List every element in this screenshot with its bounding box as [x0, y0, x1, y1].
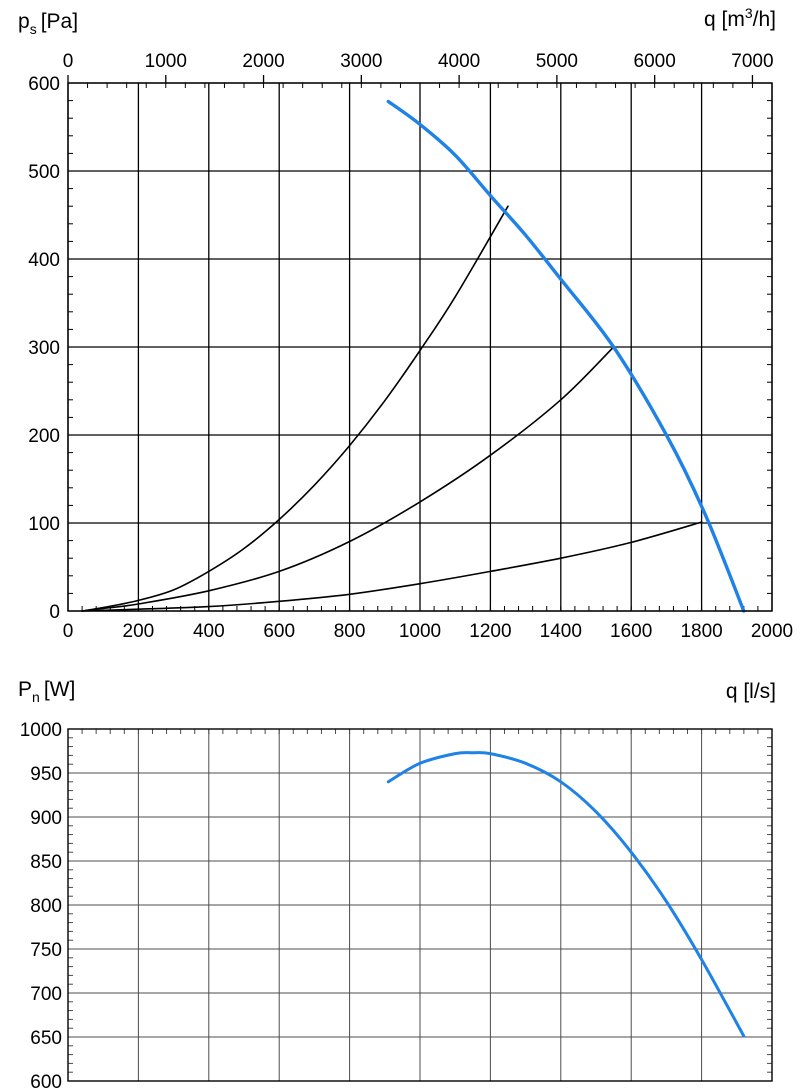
y-tick-label: 200	[28, 426, 60, 447]
power-input-lines	[386, 751, 746, 1038]
power-axis-title: Pn [W]	[18, 678, 75, 705]
y-tick-label: 950	[30, 764, 62, 785]
flow-ls-axis-title: q [l/s]	[726, 680, 776, 703]
y-tick-label: 100	[28, 514, 60, 535]
power-tick-labels: 600 650 700 750 800 850 900 950 1000	[20, 720, 62, 1091]
y-tick-label: 600	[28, 74, 60, 95]
x-tick-label: 1600	[610, 621, 652, 642]
y-tick-label: 650	[30, 1028, 62, 1049]
pressure-axis-title: ps [Pa]	[18, 10, 78, 37]
x-tick-label: 600	[263, 621, 295, 642]
x-tick-label: 400	[193, 621, 225, 642]
static-pressure-grid	[67, 75, 773, 612]
y-tick-label: 600	[30, 1072, 62, 1091]
flow-m3h-axis-title: q [m3/h]	[704, 5, 776, 31]
x2-tick-label: 1000	[145, 51, 187, 72]
x2-tick-label: 3000	[340, 51, 382, 72]
x-tick-label: 1000	[399, 621, 441, 642]
x2-tick-label: 6000	[634, 51, 676, 72]
x-tick-label: 2000	[751, 621, 793, 642]
y-tick-label: 400	[28, 250, 60, 271]
x2-tick-label: 2000	[242, 51, 284, 72]
system-curve-1	[81, 205, 509, 612]
y-tick-label: 500	[28, 162, 60, 183]
y-tick-label: 750	[30, 940, 62, 961]
static-pressure-lines	[81, 99, 746, 613]
power-fan-curve	[386, 751, 746, 1038]
power-input-chart: 600 650 700 750 800 850 900 950 1000 Pn [W] q [l/…	[18, 678, 776, 1091]
x2-tick-label: 7000	[731, 51, 773, 72]
x-tick-label: 1200	[469, 621, 511, 642]
x2-tick-label: 5000	[536, 51, 578, 72]
power-input-plot-frame	[67, 728, 773, 1082]
system-curve-3	[81, 521, 703, 612]
x2-tick-label: 4000	[438, 51, 480, 72]
pressure-fan-curve	[386, 99, 746, 613]
y-tick-label: 0	[49, 602, 60, 623]
y-tick-label: 900	[30, 808, 62, 829]
y-tick-label: 700	[30, 984, 62, 1005]
x-tick-label: 0	[63, 621, 74, 642]
y-tick-label: 1000	[20, 720, 62, 741]
x-tick-label: 1400	[540, 621, 582, 642]
system-curve-2	[81, 346, 615, 612]
y-tick-label: 800	[30, 896, 62, 917]
static-pressure-plot-frame	[67, 82, 773, 612]
flow-m3h-tick-labels: 0 1000 2000 3000 4000 5000 6000 7000	[63, 51, 774, 72]
power-input-grid	[67, 728, 773, 1082]
x-tick-label: 800	[334, 621, 366, 642]
y-tick-label: 300	[28, 338, 60, 359]
pressure-tick-labels: 0 100 200 300 400 500 600	[28, 74, 60, 623]
x-tick-label: 200	[123, 621, 155, 642]
flow-ls-tick-labels: 0 200 400 600 800 1000 1200 1400 1600 1800 2000	[63, 621, 793, 642]
x-tick-label: 1800	[680, 621, 722, 642]
x2-tick-label: 0	[63, 51, 74, 72]
y-tick-label: 850	[30, 852, 62, 873]
